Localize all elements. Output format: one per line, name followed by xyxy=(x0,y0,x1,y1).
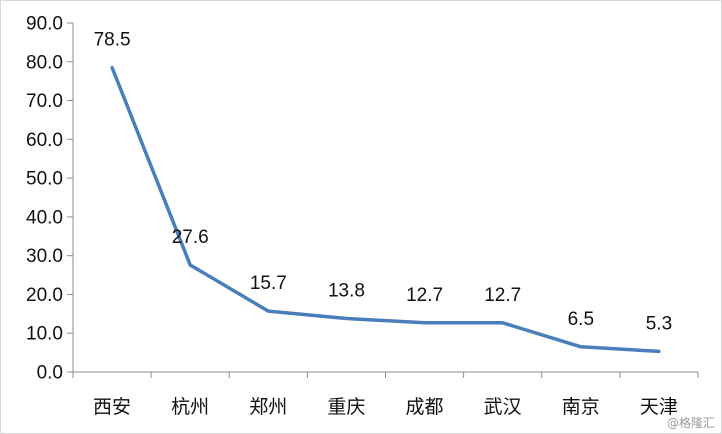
x-category-label: 天津 xyxy=(640,396,678,418)
x-category-label: 西安 xyxy=(93,396,131,418)
x-category-label: 南京 xyxy=(562,396,600,418)
watermark: @格隆汇 xyxy=(667,415,715,430)
data-label: 13.8 xyxy=(328,280,365,301)
data-label: 78.5 xyxy=(94,30,131,51)
y-axis-ticks: 0.0 10.0 20.0 30.0 40.0 50.0 60.0 70.0 80.0 90.0 xyxy=(26,14,73,384)
data-labels: 78.5 27.6 15.7 13.8 12.7 12.7 6.5 5.3 xyxy=(94,30,673,335)
y-tick-label: 70.0 xyxy=(26,91,63,112)
x-axis-ticks: 西安 杭州 郑州 重庆 成都 武汉 南京 天津 xyxy=(72,372,699,418)
y-tick-label: 90.0 xyxy=(26,14,63,35)
x-category-label: 成都 xyxy=(406,396,444,418)
data-label: 27.6 xyxy=(172,227,209,248)
y-tick-label: 50.0 xyxy=(26,169,63,190)
x-category-label: 郑州 xyxy=(249,396,287,418)
x-category-label: 重庆 xyxy=(327,396,365,418)
y-tick-label: 20.0 xyxy=(26,285,63,306)
data-label: 5.3 xyxy=(646,313,672,334)
y-tick-label: 40.0 xyxy=(26,207,63,228)
x-category-label: 武汉 xyxy=(484,396,522,418)
y-tick-label: 10.0 xyxy=(26,324,63,345)
series-line xyxy=(110,65,661,354)
data-label: 6.5 xyxy=(568,309,594,330)
y-tick-label: 60.0 xyxy=(26,130,63,151)
series-group xyxy=(110,65,661,354)
y-tick-label: 80.0 xyxy=(26,52,63,73)
data-label: 15.7 xyxy=(250,273,287,294)
x-category-label: 杭州 xyxy=(171,396,209,418)
data-label: 12.7 xyxy=(484,285,521,306)
y-tick-label: 30.0 xyxy=(26,246,63,267)
data-label: 12.7 xyxy=(406,285,443,306)
y-tick-label: 0.0 xyxy=(37,363,63,384)
